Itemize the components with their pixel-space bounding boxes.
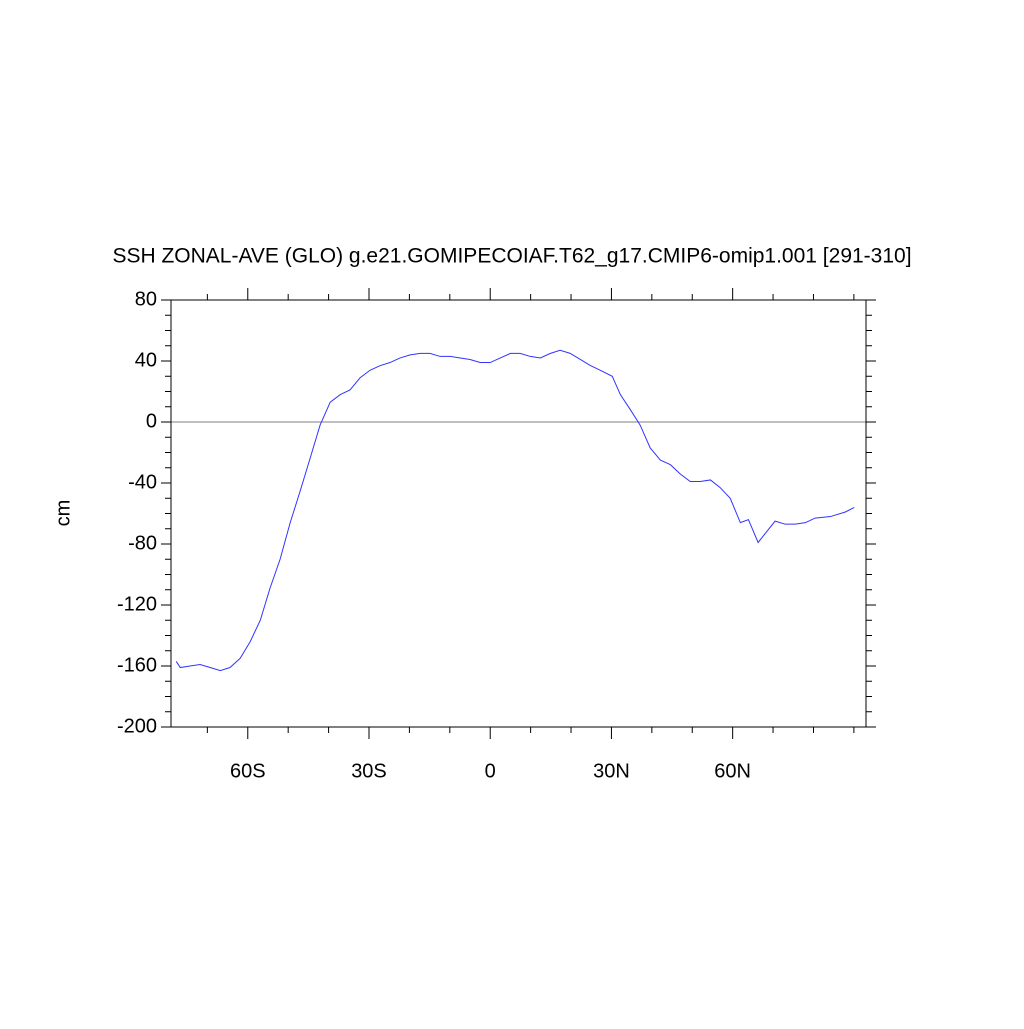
chart-title: SSH ZONAL-AVE (GLO) g.e21.GOMIPECOIAF.T6… <box>112 245 911 268</box>
y-tick-label: -40 <box>128 471 157 493</box>
plot-frame <box>170 299 867 728</box>
y-tick-label: 0 <box>146 410 157 432</box>
x-tick-label: 60S <box>230 760 266 782</box>
x-tick-label: 0 <box>485 760 496 782</box>
data-line <box>175 349 855 672</box>
x-tick-label: 30N <box>593 760 630 782</box>
y-tick-label: -80 <box>128 532 157 554</box>
y-tick-label: -120 <box>117 593 157 615</box>
y-tick-label: 80 <box>135 288 157 310</box>
y-axis-label: cm <box>52 500 74 527</box>
x-tick-label: 30S <box>351 760 387 782</box>
x-tick-label: 60N <box>714 760 751 782</box>
y-tick-label: -160 <box>117 654 157 676</box>
y-tick-label: 40 <box>135 349 157 371</box>
y-tick-label: -200 <box>117 715 157 737</box>
